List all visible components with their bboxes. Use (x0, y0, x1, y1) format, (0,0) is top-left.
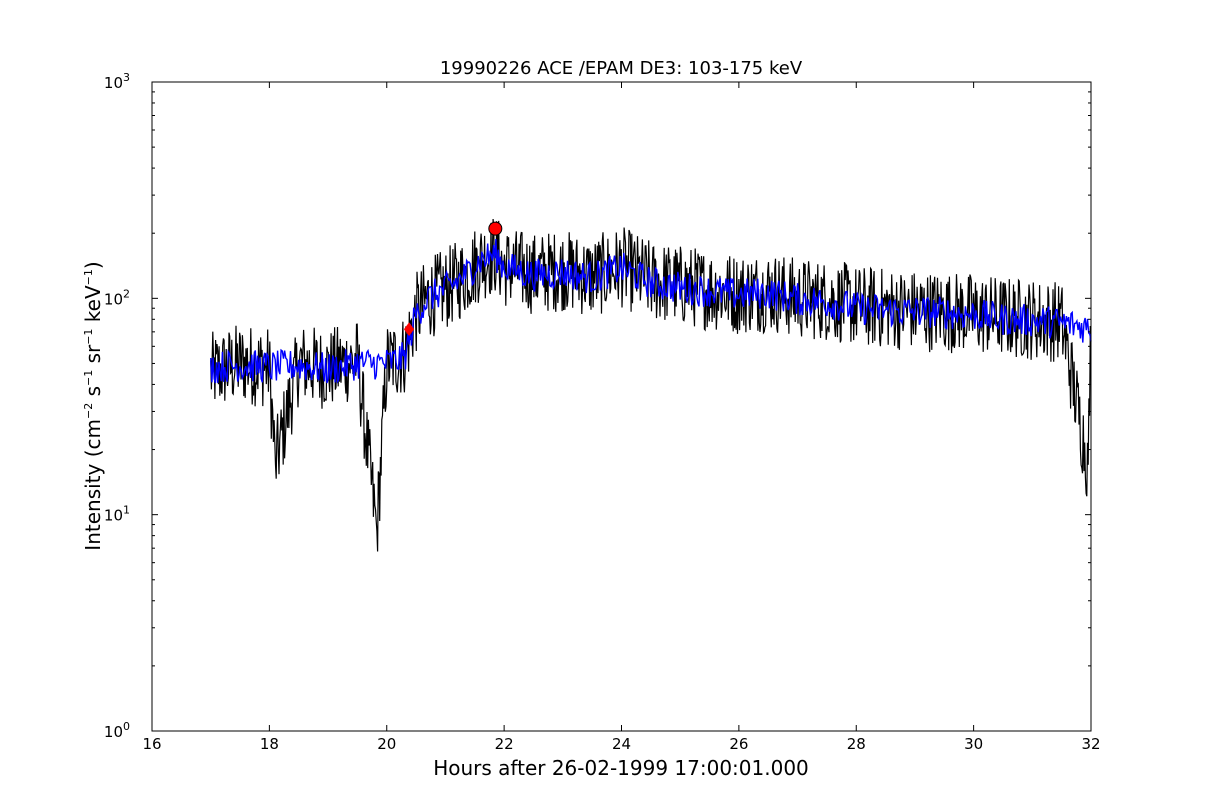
chart-title: 19990226 ACE /EPAM DE3: 103-175 keV (440, 58, 803, 79)
y-axis-label: Intensity (cm−2 s−1 sr−1 keV−1) (81, 261, 105, 550)
x-axis-label: Hours after 26-02-1999 17:00:01.000 (433, 756, 809, 780)
axis-ticks: 16 18 20 22 24 26 28 30 32 100 101 102 103 (104, 71, 1101, 753)
x-tick-label: 18 (260, 735, 279, 753)
y-tick-label: 103 (104, 71, 130, 92)
x-tick-label: 26 (729, 735, 748, 753)
x-tick-label: 24 (612, 735, 631, 753)
onset-marker (403, 322, 415, 337)
x-tick-label: 30 (964, 735, 983, 753)
series-line-0 (210, 218, 1091, 552)
y-tick-label: 102 (104, 287, 130, 308)
plot-area (210, 218, 1092, 552)
y-tick-label: 101 (104, 504, 130, 525)
y-tick-label: 100 (104, 720, 130, 741)
peak-marker (488, 221, 503, 236)
x-tick-label: 20 (377, 735, 396, 753)
x-tick-label: 22 (495, 735, 514, 753)
x-tick-label: 28 (847, 735, 866, 753)
x-tick-label: 32 (1081, 735, 1100, 753)
x-tick-label: 16 (142, 735, 161, 753)
series-line-1 (210, 238, 1092, 384)
